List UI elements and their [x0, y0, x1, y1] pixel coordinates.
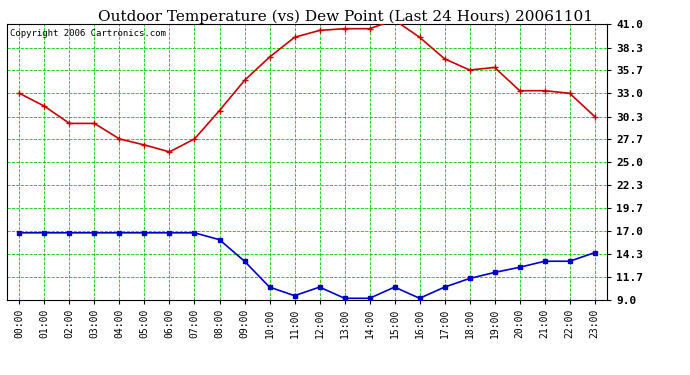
- Text: Outdoor Temperature (vs) Dew Point (Last 24 Hours) 20061101: Outdoor Temperature (vs) Dew Point (Last…: [97, 9, 593, 24]
- Text: Copyright 2006 Cartronics.com: Copyright 2006 Cartronics.com: [10, 28, 166, 38]
